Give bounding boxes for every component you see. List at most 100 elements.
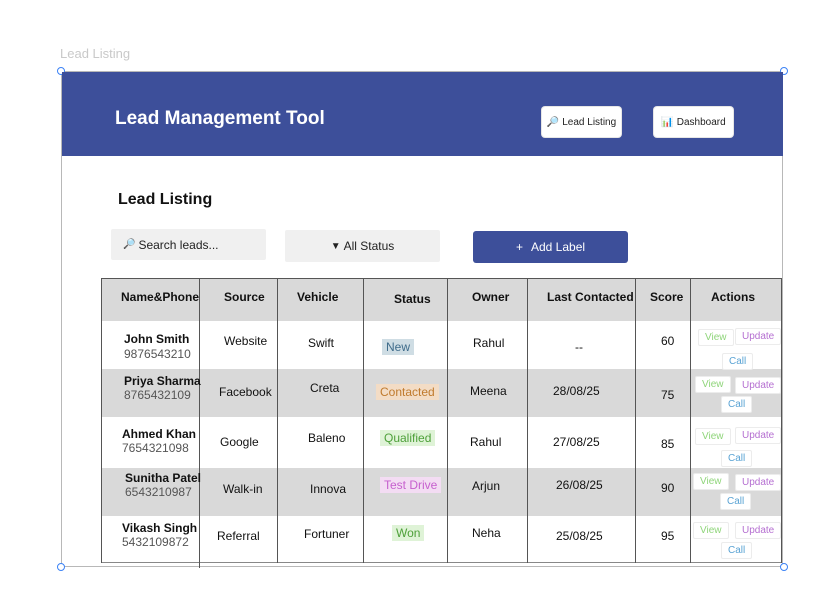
column-header-vehicle[interactable]: Vehicle: [297, 290, 339, 304]
triangle-down-icon: ▼: [330, 240, 341, 252]
nav-label: Dashboard: [676, 116, 726, 128]
column-header-last-contacted[interactable]: Last Contacted: [547, 290, 634, 304]
table-row-stripe: [101, 369, 782, 417]
update-button[interactable]: Update: [735, 522, 782, 539]
update-button[interactable]: Update: [735, 328, 782, 345]
nav-label: Lead Listing: [562, 116, 617, 128]
lead-vehicle: Baleno: [308, 431, 346, 445]
lead-source: Referral: [217, 529, 260, 543]
column-header-name-phone[interactable]: Name&Phone: [121, 290, 200, 304]
column-header-score[interactable]: Score: [650, 290, 684, 304]
lead-score: 75: [661, 388, 675, 402]
status-filter-select[interactable]: ▼ All Status: [285, 230, 440, 262]
lead-phone: 8765432109: [124, 388, 191, 402]
lead-source: Facebook: [219, 385, 272, 399]
lead-listing-nav-button[interactable]: 🔎 Lead Listing: [542, 107, 621, 137]
resize-handle-top-left[interactable]: [57, 67, 65, 75]
lead-owner: Rahul: [473, 336, 505, 350]
app-header: Lead Management Tool 🔎 Lead Listing 📊 Da…: [62, 72, 783, 156]
status-badge: Qualified: [380, 430, 436, 446]
leads-table: Name&Phone Source Vehicle Status Owner L…: [101, 278, 782, 568]
status-filter-value: All Status: [343, 239, 395, 253]
call-button[interactable]: Call: [721, 542, 753, 559]
view-button[interactable]: View: [695, 376, 731, 393]
plus-icon: +: [515, 240, 523, 254]
update-button[interactable]: Update: [735, 377, 782, 394]
view-button[interactable]: View: [698, 329, 734, 346]
lead-owner: Rahul: [470, 435, 502, 449]
view-button[interactable]: View: [693, 473, 729, 490]
column-header-source[interactable]: Source: [224, 290, 265, 304]
lead-vehicle: Fortuner: [304, 527, 350, 541]
lead-source: Walk-in: [223, 482, 263, 496]
update-button[interactable]: Update: [735, 474, 782, 491]
bar-chart-icon: 📊: [661, 116, 674, 128]
table-row-stripe: [101, 468, 782, 516]
lead-last-contacted: 28/08/25: [553, 384, 600, 398]
lead-name: Ahmed Khan: [122, 427, 197, 441]
column-divider: [635, 278, 636, 563]
lead-owner: Meena: [470, 384, 507, 398]
view-button[interactable]: View: [695, 428, 731, 445]
lead-score: 60: [661, 334, 675, 348]
column-header-status[interactable]: Status: [394, 292, 431, 306]
frame-label: Lead Listing: [60, 46, 131, 61]
call-button[interactable]: Call: [721, 450, 753, 467]
status-badge: Won: [392, 525, 425, 541]
table-border: [101, 278, 782, 279]
lead-score: 90: [661, 481, 675, 495]
lead-name: Vikash Singh: [122, 521, 198, 535]
status-badge: Test Drive: [380, 477, 442, 493]
resize-handle-bottom-right[interactable]: [780, 563, 788, 571]
lead-phone: 5432109872: [122, 535, 189, 549]
magnifier-icon: 🔎: [123, 239, 136, 250]
resize-handle-bottom-left[interactable]: [57, 563, 65, 571]
column-header-owner[interactable]: Owner: [472, 290, 510, 304]
lead-last-contacted: --: [575, 340, 583, 354]
resize-handle-top-right[interactable]: [780, 67, 788, 75]
call-button[interactable]: Call: [720, 493, 752, 510]
lead-vehicle: Creta: [310, 381, 340, 395]
lead-source: Google: [220, 435, 259, 449]
lead-owner: Neha: [472, 526, 501, 540]
magnifier-icon: 🔎: [546, 116, 560, 128]
column-divider: [101, 278, 102, 563]
column-divider: [363, 278, 364, 563]
lead-owner: Arjun: [472, 479, 501, 493]
status-badge: New: [382, 339, 415, 355]
dashboard-nav-button[interactable]: 📊 Dashboard: [654, 107, 733, 137]
lead-vehicle: Swift: [308, 336, 335, 350]
column-divider: [781, 278, 782, 563]
view-button[interactable]: View: [693, 522, 729, 539]
column-divider: [447, 278, 448, 563]
lead-last-contacted: 25/08/25: [556, 529, 603, 543]
column-divider: [199, 278, 200, 568]
lead-last-contacted: 26/08/25: [556, 478, 603, 492]
artboard-frame: [61, 71, 783, 567]
lead-name: Sunitha Patel: [125, 471, 202, 485]
add-label-button[interactable]: + Add Label: [473, 231, 628, 263]
search-placeholder: Search leads...: [138, 237, 219, 252]
lead-name: John Smith: [124, 332, 190, 346]
lead-last-contacted: 27/08/25: [553, 435, 600, 449]
column-header-actions: Actions: [711, 290, 756, 304]
column-divider: [277, 278, 278, 563]
app-title: Lead Management Tool: [115, 108, 325, 129]
page-title: Lead Listing: [118, 191, 213, 208]
lead-name: Priya Sharma: [124, 374, 201, 388]
call-button[interactable]: Call: [722, 353, 754, 370]
table-border: [101, 562, 782, 563]
status-badge: Contacted: [376, 384, 439, 400]
lead-phone: 9876543210: [124, 347, 191, 361]
lead-phone: 6543210987: [125, 485, 192, 499]
lead-phone: 7654321098: [122, 441, 189, 455]
update-button[interactable]: Update: [735, 427, 782, 444]
add-label-text: Add Label: [530, 240, 586, 254]
search-input[interactable]: 🔎 Search leads...: [111, 229, 266, 260]
lead-source: Website: [224, 334, 268, 348]
lead-score: 95: [661, 529, 675, 543]
lead-score: 85: [661, 437, 675, 451]
call-button[interactable]: Call: [721, 396, 753, 413]
lead-vehicle: Innova: [310, 482, 347, 496]
column-divider: [527, 278, 528, 563]
